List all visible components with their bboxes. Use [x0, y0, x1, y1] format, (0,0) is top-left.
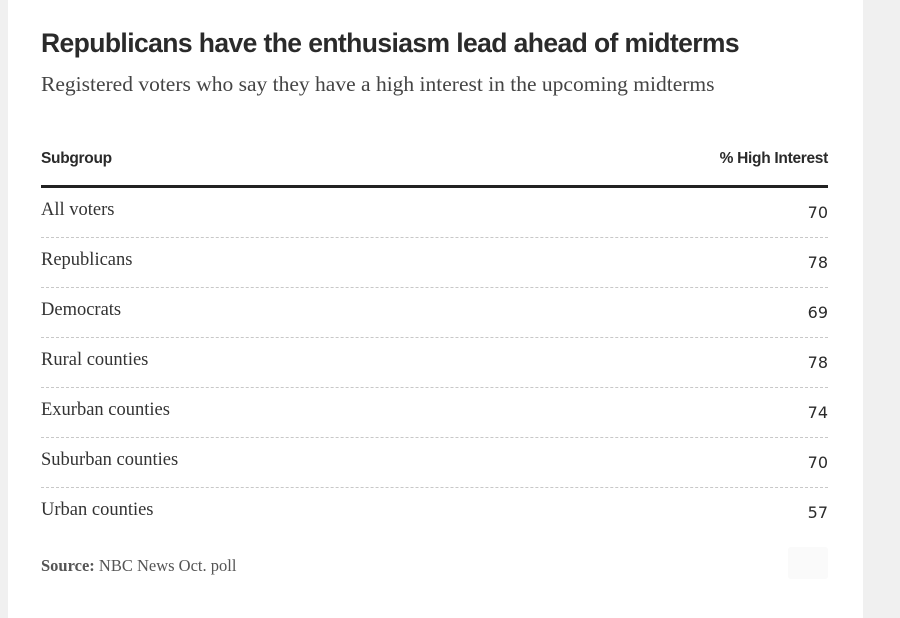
table-row: Republicans 78 [41, 238, 828, 288]
table-row: Rural counties 78 [41, 338, 828, 388]
share-button[interactable] [788, 547, 828, 579]
row-value: 74 [807, 403, 828, 422]
header-divider [41, 185, 828, 188]
column-header-subgroup: Subgroup [41, 150, 112, 167]
table-body: All voters 70 Republicans 78 Democrats 6… [41, 188, 828, 537]
row-value: 78 [807, 253, 828, 272]
row-label: Rural counties [41, 350, 149, 370]
table-row: Exurban counties 74 [41, 388, 828, 438]
row-value: 70 [807, 453, 828, 472]
table-row: Urban counties 57 [41, 488, 828, 537]
row-value: 70 [807, 203, 828, 222]
row-label: Republicans [41, 250, 133, 270]
row-value: 78 [807, 353, 828, 372]
table-row: All voters 70 [41, 188, 828, 238]
source-note: Source: NBC News Oct. poll [41, 556, 236, 576]
row-value: 57 [807, 503, 828, 522]
table-header: Subgroup % High Interest [41, 148, 828, 172]
row-label: Democrats [41, 300, 122, 320]
row-label: Urban counties [41, 500, 154, 520]
row-label: Suburban counties [41, 450, 179, 470]
table-row: Suburban counties 70 [41, 438, 828, 488]
chart-subtitle: Registered voters who say they have a hi… [41, 72, 715, 96]
source-label: Source: [41, 556, 95, 575]
row-label: All voters [41, 200, 115, 220]
chart-card: Republicans have the enthusiasm lead ahe… [8, 0, 863, 618]
row-label: Exurban counties [41, 400, 170, 420]
row-value: 69 [807, 303, 828, 322]
chart-title: Republicans have the enthusiasm lead ahe… [41, 28, 740, 58]
source-text: NBC News Oct. poll [94, 556, 237, 575]
column-header-high-interest: % High Interest [719, 150, 829, 167]
table-row: Democrats 69 [41, 288, 828, 338]
